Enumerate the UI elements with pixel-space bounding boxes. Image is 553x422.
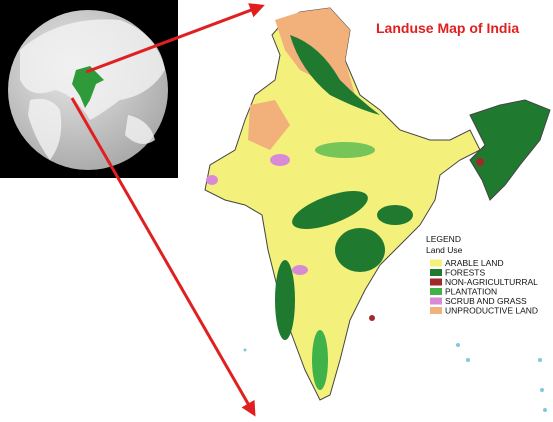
arrow	[85, 3, 265, 74]
globe-land	[125, 115, 155, 144]
legend-label: PLANTATION	[445, 287, 497, 297]
legend-label: NON-AGRICULTURRAL	[445, 277, 538, 287]
legend-label: UNPRODUCTIVE LAND	[445, 306, 538, 316]
legend-swatch	[430, 269, 442, 276]
legend: ARABLE LANDFORESTSNON-AGRICULTURRALPLANT…	[430, 258, 538, 316]
india-map	[204, 7, 551, 412]
arrow	[70, 97, 256, 417]
globe-land	[28, 98, 62, 160]
legend-swatch	[430, 307, 442, 314]
map-title: Landuse Map of India	[376, 20, 519, 36]
globe-india	[72, 66, 104, 108]
legend-label: FORESTS	[445, 268, 485, 278]
legend-label: SCRUB AND GRASS	[445, 296, 527, 306]
legend-subheading: Land Use	[426, 245, 463, 255]
legend-swatch	[430, 288, 442, 295]
legend-swatch	[430, 297, 442, 305]
legend-label: ARABLE LAND	[445, 258, 504, 268]
legend-swatch	[430, 259, 442, 267]
legend-heading: LEGEND	[426, 234, 461, 244]
legend-swatch	[430, 278, 442, 286]
